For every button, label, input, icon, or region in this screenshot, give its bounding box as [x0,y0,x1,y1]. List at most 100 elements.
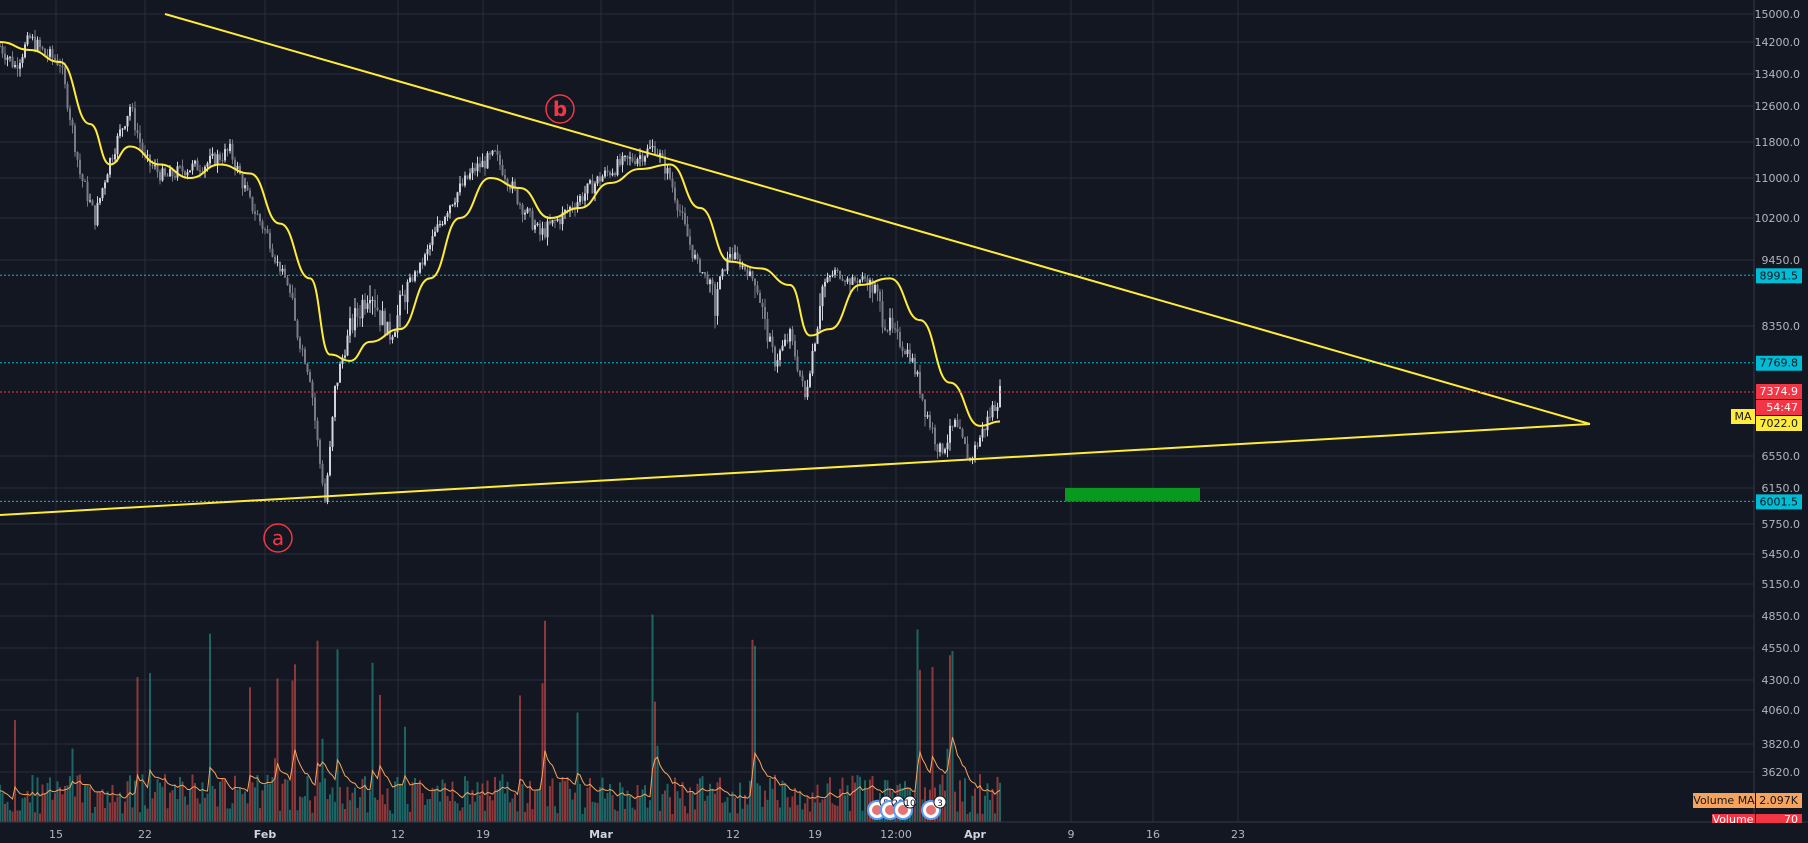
volume-bar [931,667,934,822]
candle-body [594,183,596,194]
target-zone-rect[interactable] [1065,488,1200,502]
event-badge-flag-icon[interactable]: 10 [893,795,917,820]
candle-body [719,276,721,290]
volume-ma-line [0,736,1001,800]
candle-body [391,336,394,340]
horizontal-levels[interactable] [0,274,1754,502]
volume-bar [596,802,599,822]
candle-body [904,350,906,355]
volume-bar [589,778,591,822]
candle-body [914,357,916,375]
moving-average-line[interactable] [0,41,1001,427]
candle-body [386,321,389,336]
candle-body [111,158,114,160]
volume-bar [526,803,529,822]
time-axis[interactable]: 15 22 Feb 12 19 Mar 12 19 12:00 Apr 9 16 23 [49,828,1245,841]
volume-bar [386,788,389,822]
time-tick-label: 19 [476,828,490,841]
candle-body [676,200,679,211]
time-tick-label: 19 [808,828,822,841]
volume-bar [649,800,651,822]
volume-bar [351,792,354,822]
volume-bar [786,797,789,822]
volume-bar [36,777,39,822]
candle-body [141,142,144,153]
candle-body [749,271,751,277]
volume-bar [209,633,211,822]
volume-bar [459,810,461,822]
candle-body [31,36,34,38]
candle-body [984,428,986,431]
candle-body [164,168,166,176]
candle-body [604,170,606,177]
volume-bar [494,776,496,822]
volume-bar [581,813,584,822]
volume-bar [739,782,741,822]
volume-bar [746,804,749,822]
volume-bar [144,805,146,822]
candle-body [816,328,819,344]
candle-body [974,445,976,458]
candle-body [346,335,349,356]
volume-bar [814,802,816,822]
volume-bar [994,813,996,822]
volume-bar [626,790,629,822]
candle-body [524,212,526,215]
candle-body [624,155,626,157]
trendline-lower[interactable] [0,423,1591,516]
volume-bar [644,785,646,822]
volume-bar [794,787,796,822]
candle-body [34,36,36,51]
candle-body [46,54,49,57]
candle-body [216,154,219,166]
volume-bar [666,783,669,822]
volume-bar [216,806,219,822]
volume-bar [776,800,779,822]
candle-body [896,328,899,332]
trendlines[interactable] [0,13,1591,516]
candle-body [821,286,824,307]
volume-bar [316,640,319,822]
volume-bar [364,776,366,822]
annotation-a[interactable]: a [263,523,293,553]
volume-bar [336,649,339,822]
candle-body [849,278,851,285]
volume-bar [761,806,764,822]
event-badge-flag-icon[interactable]: 3 [921,795,947,820]
candle-body [989,416,991,418]
candle-body [244,185,246,189]
candle-body [144,152,146,156]
volume-bar [304,796,306,822]
candle-body [979,437,981,447]
candle-body [166,175,169,177]
price-tick-label: 11000.0 [1755,172,1801,185]
volume-bar [839,788,841,822]
event-badges[interactable]: 5 29 10 3 [867,795,947,820]
candle-body [426,249,429,255]
trendline-upper[interactable] [164,13,1591,425]
candle-body [414,271,416,281]
volume-bar [564,780,566,822]
candle-body [89,200,91,202]
candle-body [499,154,501,165]
annotation-b[interactable]: b [545,94,575,124]
volume-bar [729,812,731,822]
candle-body [714,284,716,316]
volume-bar [849,811,851,822]
price-axis[interactable]: 15000.0 14200.0 13400.0 12600.0 11800.0 11000… [1755,8,1801,779]
volume-bar [771,788,774,822]
volume-label: Volume [1713,813,1754,826]
candle-body [801,375,804,381]
candle-body [361,299,364,319]
volume-bar [89,786,91,822]
volume-bar [806,796,809,822]
volume-bar [136,677,139,822]
volume-bar [409,811,411,822]
candle-body [924,399,926,417]
volume-bar [321,738,324,822]
volume-bar [46,782,49,822]
candle-body [304,349,306,364]
candle-body [206,163,209,167]
candle-body [514,181,516,189]
